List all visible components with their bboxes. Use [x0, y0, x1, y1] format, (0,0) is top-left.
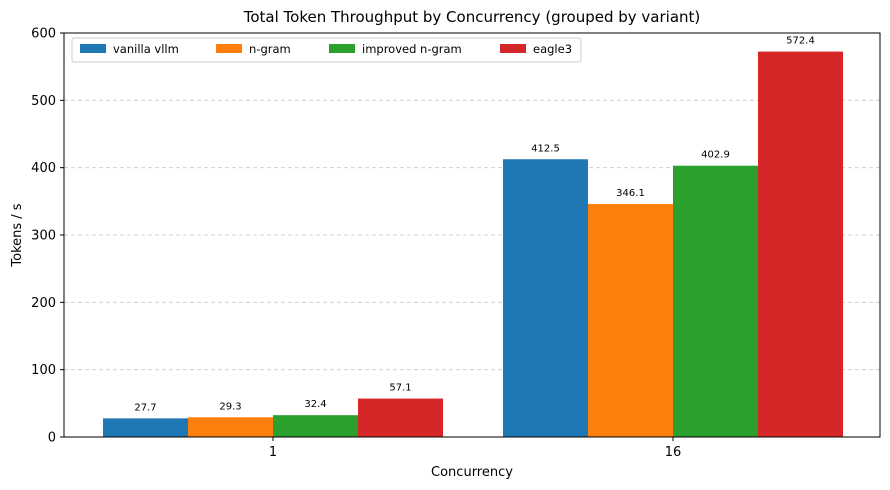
bar-value-label: 402.9: [701, 150, 730, 161]
data-labels: 27.7 29.3 32.4 57.1 412.5 346.1 402.9 572.4: [134, 36, 814, 414]
y-axis-label: Tokens / s: [10, 203, 25, 267]
chart-title: Total Token Throughput by Concurrency (g…: [243, 8, 701, 26]
y-tick-label: 600: [31, 27, 56, 42]
y-axis-ticks: 0 100 200 300 400 500 600: [31, 27, 64, 446]
x-axis-ticks: 1 16: [269, 437, 681, 460]
bar-value-label: 346.1: [616, 188, 645, 199]
legend-swatch: [80, 44, 106, 53]
bar: [358, 398, 443, 437]
y-tick-label: 0: [48, 431, 56, 446]
legend-swatch: [216, 44, 242, 53]
legend-label: n-gram: [249, 42, 291, 56]
x-tick-label: 16: [665, 445, 682, 460]
legend-swatch: [500, 44, 526, 53]
bar: [503, 159, 588, 437]
bars: [103, 51, 843, 438]
y-tick-label: 400: [31, 161, 56, 176]
x-tick-label: 1: [269, 445, 277, 460]
bar-value-label: 27.7: [134, 402, 156, 413]
legend-swatch: [329, 44, 355, 53]
legend-frame: [71, 37, 582, 63]
x-axis-label: Concurrency: [431, 465, 513, 480]
bar-value-label: 32.4: [304, 399, 326, 410]
y-tick-label: 200: [31, 296, 56, 311]
bar: [103, 418, 188, 437]
bar-value-label: 57.1: [389, 383, 411, 394]
bar-value-label: 412.5: [531, 143, 560, 154]
bar: [588, 203, 673, 437]
bar-value-label: 29.3: [219, 401, 241, 412]
legend-label: improved n-gram: [362, 42, 462, 56]
bar-value-label: 572.4: [786, 36, 815, 47]
bar: [758, 51, 843, 438]
bar: [188, 417, 273, 437]
y-tick-label: 100: [31, 363, 56, 378]
legend-label: eagle3: [533, 42, 572, 56]
bar: [273, 415, 358, 437]
y-tick-label: 300: [31, 229, 56, 244]
bar: [673, 165, 758, 438]
y-tick-label: 500: [31, 94, 56, 109]
legend-label: vanilla vllm: [113, 42, 179, 56]
legend: vanilla vllm n-gram improved n-gram eagle3: [71, 37, 582, 63]
